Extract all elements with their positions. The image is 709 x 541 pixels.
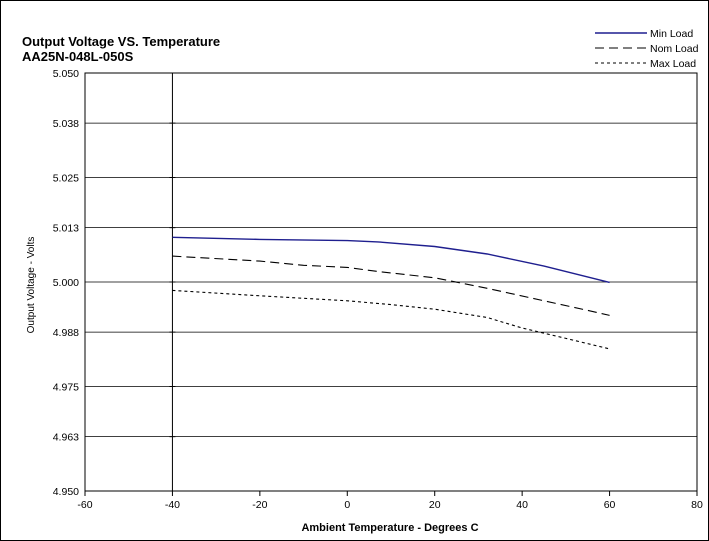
y-tick-label: 4.950 xyxy=(53,486,79,498)
chart-subtitle: AA25N-048L-050S xyxy=(22,49,134,64)
x-tick-label: 20 xyxy=(429,499,441,511)
x-tick-labels: -60 -40 -20 0 20 40 60 80 xyxy=(77,499,703,511)
y-tick-label: 5.025 xyxy=(53,173,79,185)
y-tick-label: 5.050 xyxy=(53,68,79,80)
y-axis-label: Output Voltage - Volts xyxy=(26,237,37,334)
legend-label-max-load: Max Load xyxy=(650,58,696,70)
x-tick-label: 60 xyxy=(604,499,616,511)
x-tick-label: -40 xyxy=(165,499,180,511)
x-tick-label: -60 xyxy=(77,499,92,511)
series-line-nom-load xyxy=(172,255,610,316)
legend-label-nom-load: Nom Load xyxy=(650,43,699,55)
x-tick-label: 40 xyxy=(516,499,528,511)
y-tick-label: 4.975 xyxy=(53,382,79,394)
plot-area-border xyxy=(84,72,698,492)
x-tick-label: 80 xyxy=(691,499,703,511)
series-line-min-load xyxy=(172,236,610,284)
series-line-max-load xyxy=(172,289,610,350)
y-tick-label: 4.963 xyxy=(53,432,79,444)
y-tick-labels: 4.950 4.963 4.975 4.988 5.000 5.013 5.025 5.038… xyxy=(53,68,79,498)
legend: Min Load Nom Load Max Load xyxy=(595,28,699,70)
series-lines xyxy=(172,236,610,350)
chart-title: Output Voltage VS. Temperature xyxy=(22,34,220,49)
x-tick-label: -20 xyxy=(252,499,267,511)
y-tick-label: 5.038 xyxy=(53,118,79,130)
y-tick-label: 5.013 xyxy=(53,223,79,235)
legend-label-min-load: Min Load xyxy=(650,28,693,40)
x-tick-label: 0 xyxy=(344,499,350,511)
y-tick-label: 4.988 xyxy=(53,327,79,339)
x-axis-label: Ambient Temperature - Degrees C xyxy=(301,522,478,534)
axes xyxy=(84,72,698,496)
y-tick-label: 5.000 xyxy=(53,277,79,289)
